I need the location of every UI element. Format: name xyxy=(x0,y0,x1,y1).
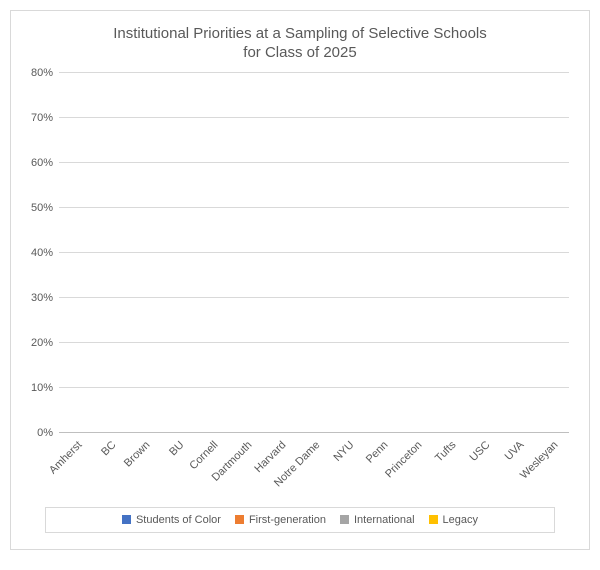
y-tick-label: 0% xyxy=(21,427,53,439)
legend-swatch xyxy=(429,515,438,524)
legend-label: Legacy xyxy=(443,514,478,526)
bar-groups xyxy=(59,73,569,433)
legend-swatch xyxy=(340,515,349,524)
x-label-slot: NYU xyxy=(331,433,365,503)
gridline xyxy=(59,207,569,208)
x-label-slot: Brown xyxy=(127,433,161,503)
gridline xyxy=(59,297,569,298)
gridline xyxy=(59,162,569,163)
legend-swatch xyxy=(122,515,131,524)
x-label-slot: Tufts xyxy=(433,433,467,503)
legend-label: International xyxy=(354,514,415,526)
y-tick-label: 70% xyxy=(21,112,53,124)
x-tick-label: Brown xyxy=(122,439,153,470)
y-tick-label: 60% xyxy=(21,157,53,169)
x-tick-label: UVA xyxy=(503,439,527,463)
x-label-slot: BC xyxy=(93,433,127,503)
x-label-slot: Princeton xyxy=(399,433,433,503)
x-label-slot: Wesleyan xyxy=(535,433,569,503)
y-tick-label: 40% xyxy=(21,247,53,259)
gridline xyxy=(59,72,569,73)
gridline xyxy=(59,342,569,343)
x-tick-label: BU xyxy=(167,439,186,458)
chart-title-line1: Institutional Priorities at a Sampling o… xyxy=(113,25,487,42)
legend-item: Legacy xyxy=(429,514,478,526)
legend: Students of Color First-generation Interna… xyxy=(45,507,555,533)
legend-label: First-generation xyxy=(249,514,326,526)
chart-container: Institutional Priorities at a Sampling o… xyxy=(10,10,590,550)
legend-label: Students of Color xyxy=(136,514,221,526)
y-tick-label: 30% xyxy=(21,292,53,304)
y-tick-label: 50% xyxy=(21,202,53,214)
chart-title-line2: for Class of 2025 xyxy=(243,44,356,61)
gridline xyxy=(59,252,569,253)
legend-item: First-generation xyxy=(235,514,326,526)
x-tick-label: NYU xyxy=(332,439,357,464)
y-tick-label: 20% xyxy=(21,337,53,349)
x-label-slot: Notre Dame xyxy=(297,433,331,503)
x-tick-label: Penn xyxy=(364,439,391,466)
y-tick-label: 10% xyxy=(21,382,53,394)
y-tick-label: 80% xyxy=(21,67,53,79)
plot-area: 0%10%20%30%40%50%60%70%80% xyxy=(59,73,569,433)
legend-item: International xyxy=(340,514,415,526)
x-axis-labels: AmherstBCBrownBUCornellDartmouthHarvardN… xyxy=(59,433,569,503)
gridline xyxy=(59,387,569,388)
chart-title: Institutional Priorities at a Sampling o… xyxy=(25,25,575,63)
x-label-slot: Amherst xyxy=(59,433,93,503)
x-tick-label: Tufts xyxy=(433,439,458,464)
legend-item: Students of Color xyxy=(122,514,221,526)
x-label-slot: BU xyxy=(161,433,195,503)
legend-swatch xyxy=(235,515,244,524)
x-tick-label: Amherst xyxy=(47,439,84,476)
x-label-slot: USC xyxy=(467,433,501,503)
x-tick-label: BC xyxy=(99,439,118,458)
x-tick-label: USC xyxy=(468,439,493,464)
gridline xyxy=(59,117,569,118)
